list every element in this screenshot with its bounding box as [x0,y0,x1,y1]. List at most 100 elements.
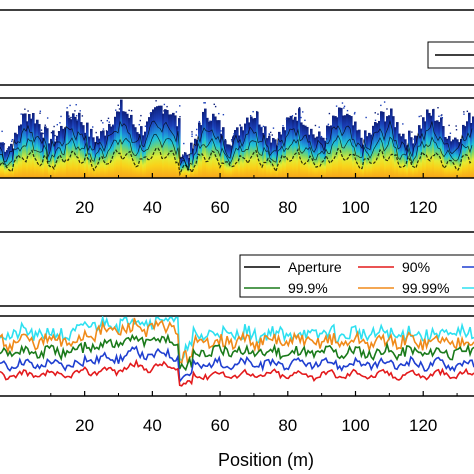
heatmap-speck [95,131,97,134]
heatmap-speck [117,104,119,106]
heatmap-column [138,133,141,178]
heatmap-column [124,111,127,178]
heatmap-column [464,126,467,178]
heatmap-speck [418,115,420,118]
legend-label: 90% [402,259,430,275]
heatmap-column [386,116,389,178]
heatmap-speck [92,126,94,128]
heatmap-column [130,114,133,178]
heatmap-speck [377,113,379,115]
heatmap-column [416,135,419,178]
heatmap-column [442,126,445,178]
heatmap-column [68,117,71,178]
heatmap-contour-line [0,119,473,169]
line-x-tick-label: 20 [75,416,94,435]
heatmap-column [352,125,355,178]
top-panel [0,9,474,86]
heatmap-speck [203,102,205,104]
heatmap-column [116,111,119,178]
heatmap-column [236,127,239,178]
heatmap-column [390,108,393,178]
heatmap-contour-line [0,133,473,172]
heatmap-speck [353,113,356,115]
heatmap-column [30,118,33,178]
heatmap-speck [365,116,367,119]
heatmap-speck [102,128,105,130]
heatmap-speck [411,131,413,133]
heatmap-speck [191,135,193,138]
heatmap-speck [335,105,338,107]
line-x-tick-label: 40 [143,416,162,435]
heatmap-column [10,143,13,178]
heatmap-speck [224,139,227,141]
heatmap-speck [66,107,68,109]
heatmap-column [448,135,451,178]
heatmap-column [328,126,331,178]
heatmap-column [224,140,227,178]
heatmap-column [266,138,269,178]
heatmap-speck [448,124,450,127]
heatmap-speck [53,125,55,128]
heatmap-speck [155,100,157,102]
heatmap-speck [289,115,292,118]
heatmap-column [318,131,321,178]
heatmap-column [62,128,65,178]
heatmap-column [272,137,275,178]
heatmap-speck [182,154,184,156]
heatmap-speck [130,109,133,112]
heatmap-column [388,115,391,178]
heatmap-speck [69,104,71,107]
heatmap-column [96,136,99,178]
heatmap-column [218,120,221,178]
heatmap-speck [449,132,452,134]
heatmap-column [226,144,229,178]
heatmap-speck [466,110,469,113]
heatmap-column [466,121,469,178]
heatmap-speck [386,108,388,110]
heatmap-speck [318,126,320,128]
heatmap-speck [166,105,168,108]
heatmap-column [338,107,341,178]
heatmap-speck [256,110,258,113]
heatmap-speck [50,131,53,134]
heatmap-x-tick-label: 60 [211,198,230,217]
heatmap-column [40,132,43,178]
heatmap-speck [75,115,78,117]
heatmap-speck [380,104,382,107]
heatmap-field [0,98,474,178]
heatmap-column [222,127,225,178]
heatmap-speck [102,122,104,124]
heatmap-column [234,129,237,178]
heatmap-column [422,117,425,178]
heatmap-column [350,116,353,178]
heatmap-column [54,141,57,178]
heatmap-speck [138,123,140,126]
heatmap-speck [327,123,330,126]
heatmap-column [198,122,201,178]
heatmap-column [310,128,313,178]
heatmap-column [14,132,17,178]
heatmap-speck [113,124,115,126]
heatmap-column [462,124,465,178]
heatmap-column [380,111,383,178]
heatmap-column [120,99,123,178]
heatmap-column [0,142,3,178]
heatmap-speck [163,110,165,112]
heatmap-column [324,140,327,178]
heatmap-column [220,133,223,178]
heatmap-speck [75,104,77,106]
heatmap-column [160,105,163,178]
heatmap-column [58,131,61,178]
heatmap-column [456,139,459,178]
heatmap-speck [179,105,181,107]
heatmap-column [316,136,319,178]
heatmap-column [148,117,151,178]
heatmap-column [348,115,351,178]
heatmap-column [372,125,375,178]
heatmap-speck [271,134,273,136]
heatmap-column [142,135,145,178]
heatmap-x-tick-label: 100 [341,198,369,217]
heatmap-column [4,151,7,178]
heatmap-speck [183,142,185,145]
heatmap-column [432,109,435,178]
